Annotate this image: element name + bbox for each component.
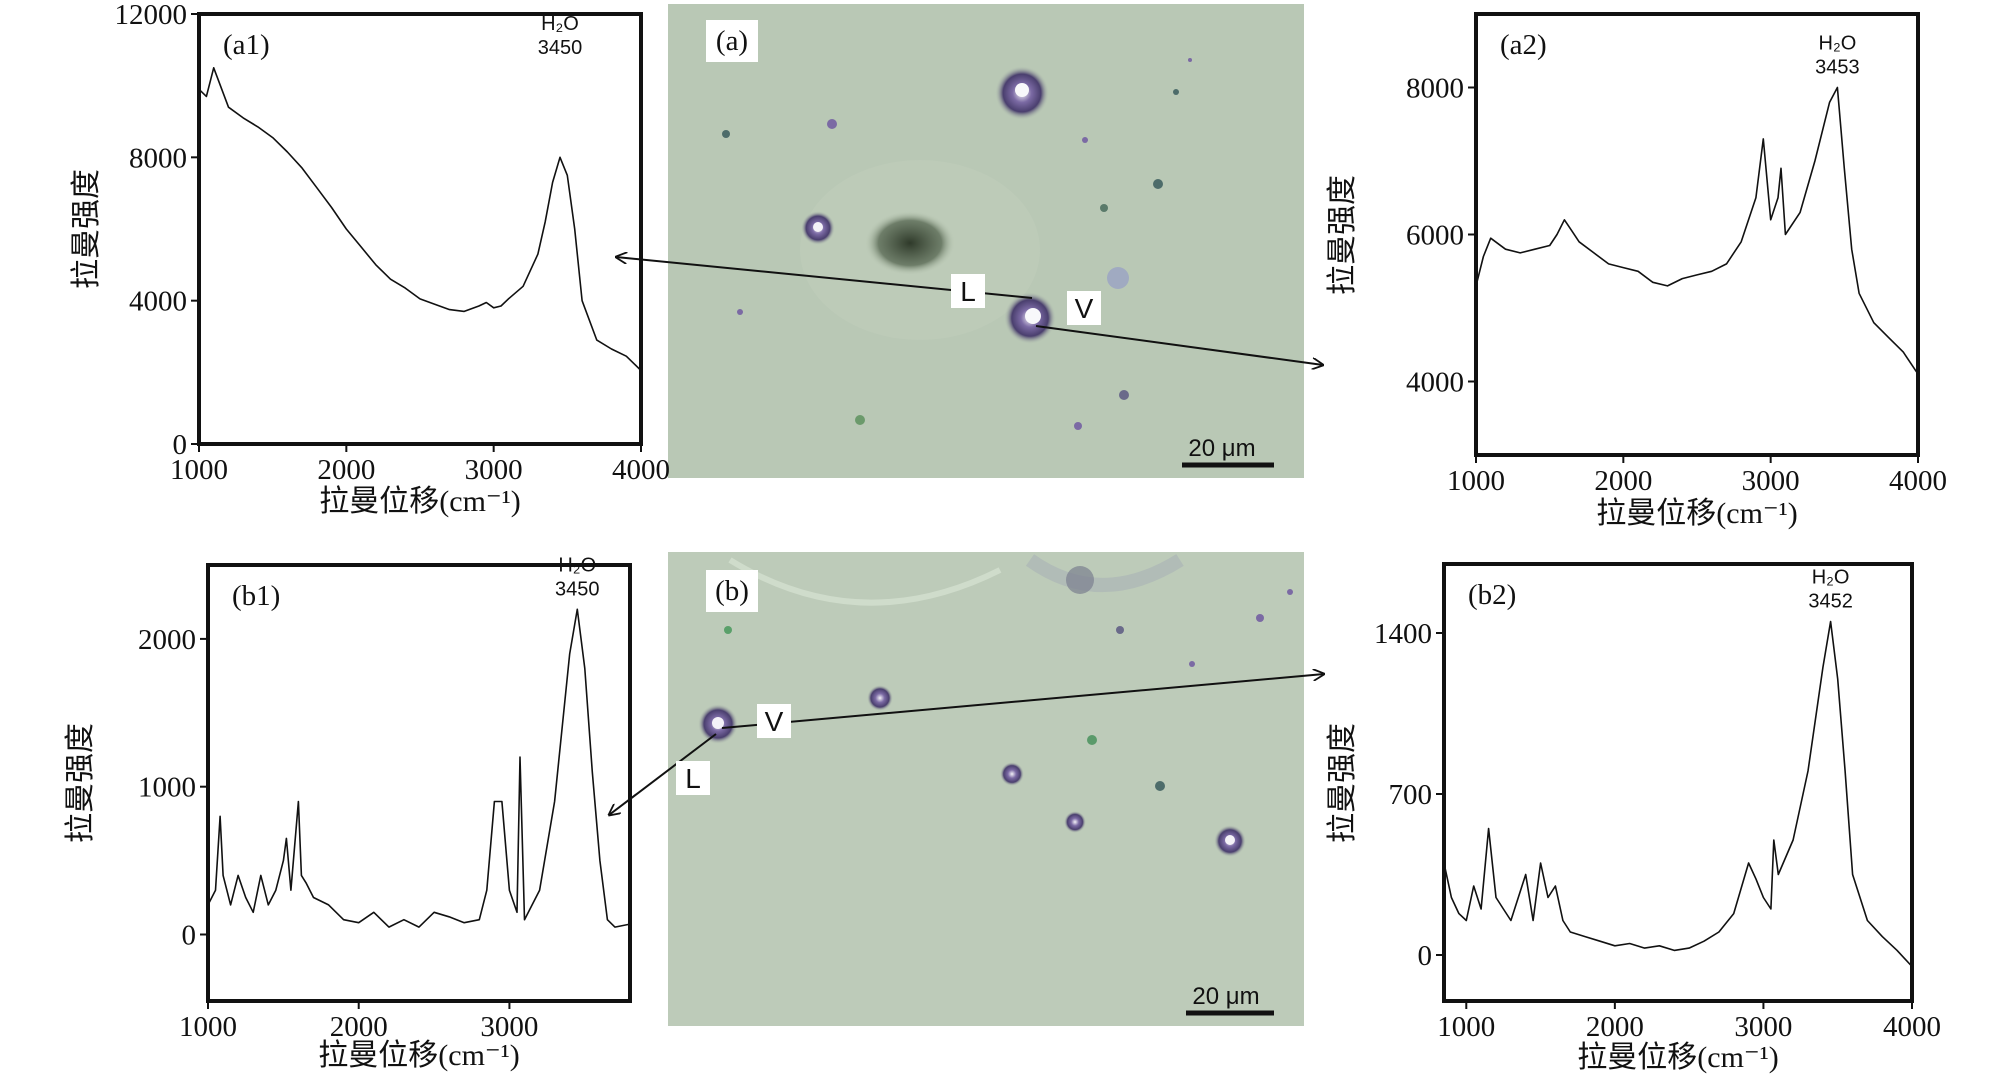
y-tick-label: 1400 bbox=[1374, 618, 1432, 650]
micrograph-a: (a) 20 μm bbox=[668, 4, 1304, 478]
chart-a1-panel-label: (a1) bbox=[223, 29, 270, 61]
y-tick-label: 6000 bbox=[1406, 220, 1464, 252]
inclusion-group-a bbox=[722, 58, 1192, 430]
micrograph-b-background bbox=[668, 552, 1304, 1026]
dark-mineral-blob bbox=[865, 211, 955, 275]
micrograph-b-panel-label-box bbox=[706, 570, 758, 612]
y-tick-label: 1000 bbox=[138, 772, 196, 804]
liquid-label-b: L bbox=[685, 763, 701, 794]
y-axis-title: 拉曼强度 bbox=[70, 169, 103, 289]
liquid-label-box-b bbox=[676, 761, 710, 795]
peak-value-label: 3453 bbox=[1815, 57, 1860, 79]
y-tick-label: 0 bbox=[1418, 940, 1433, 972]
x-tick-label: 1000 bbox=[170, 454, 228, 486]
micrograph-a-panel-label: (a) bbox=[716, 25, 748, 57]
peak-species-label: H₂O bbox=[541, 13, 579, 35]
y-tick-label: 2000 bbox=[138, 624, 196, 656]
annotations: L V V L bbox=[609, 257, 1324, 815]
x-tick-label: 4000 bbox=[1889, 465, 1947, 497]
peak-species-label: H₂O bbox=[1819, 33, 1857, 55]
inclusion-group-b bbox=[698, 566, 1293, 857]
x-tick-label: 1000 bbox=[179, 1011, 237, 1043]
y-tick-label: 4000 bbox=[129, 286, 187, 318]
liquid-label-box-a bbox=[951, 274, 985, 308]
chart-a1-frame bbox=[197, 12, 643, 446]
x-axis-title: 拉曼位移(cm⁻¹) bbox=[318, 1039, 519, 1072]
x-tick-label: 1000 bbox=[1447, 465, 1505, 497]
y-axis-title: 拉曼强度 bbox=[1326, 723, 1359, 843]
y-tick-label: 0 bbox=[173, 429, 188, 461]
x-tick-label: 2000 bbox=[330, 1011, 388, 1043]
vapor-label-a: V bbox=[1075, 293, 1094, 324]
micrograph-a-scale-label: 20 μm bbox=[1188, 435, 1255, 462]
x-tick-label: 3000 bbox=[1742, 465, 1800, 497]
y-tick-label: 12000 bbox=[115, 0, 188, 31]
y-tick-label: 8000 bbox=[129, 142, 187, 174]
x-axis-title: 拉曼位移(cm⁻¹) bbox=[319, 485, 520, 518]
y-tick-label: 4000 bbox=[1406, 367, 1464, 399]
x-tick-label: 4000 bbox=[1883, 1011, 1941, 1043]
peak-value-label: 3450 bbox=[538, 37, 583, 59]
peak-species-label: H₂O bbox=[558, 554, 596, 576]
spectrum-line-a1 bbox=[199, 67, 641, 372]
x-tick-label: 3000 bbox=[465, 454, 523, 486]
x-axis-title: 拉曼位移(cm⁻¹) bbox=[1596, 497, 1797, 530]
chart-a1: 1000 2000 3000 4000 0 4000 8000 12000 (a1) H₂O345… bbox=[70, 0, 670, 518]
micrograph-b-scale-label: 20 μm bbox=[1192, 983, 1259, 1010]
spectrum-line-b2 bbox=[1444, 620, 1912, 968]
arrow-vapor-b-to-b2 bbox=[721, 674, 1324, 729]
chart-b1-frame bbox=[206, 563, 632, 1003]
micrograph-b-panel-label: (b) bbox=[715, 575, 749, 607]
x-tick-label: 3000 bbox=[480, 1011, 538, 1043]
peak-species-label: H₂O bbox=[1812, 567, 1850, 589]
x-tick-label: 2000 bbox=[317, 454, 375, 486]
y-tick-label: 8000 bbox=[1406, 73, 1464, 105]
y-axis-title: 拉曼强度 bbox=[1326, 175, 1359, 295]
chart-b2-frame bbox=[1442, 562, 1914, 1003]
arrow-vapor-a-to-a2 bbox=[1035, 325, 1323, 365]
chart-a2-panel-label: (a2) bbox=[1500, 29, 1547, 61]
spectrum-line-a2 bbox=[1476, 86, 1918, 375]
chart-b1-panel-label: (b1) bbox=[232, 580, 280, 612]
chart-a2-frame bbox=[1474, 12, 1920, 457]
vapor-label-b: V bbox=[765, 706, 784, 737]
liquid-label-a: L bbox=[960, 276, 976, 307]
spectra-charts: 1000 2000 3000 400004000800012000(a1)H₂O345… bbox=[64, 0, 1947, 1074]
x-tick-label: 2000 bbox=[1586, 1011, 1644, 1043]
micrograph-a-panel-label-box bbox=[706, 20, 758, 62]
vapor-label-box-a bbox=[1067, 291, 1101, 325]
vapor-label-box-b bbox=[757, 704, 791, 738]
peak-value-label: 3450 bbox=[555, 578, 600, 600]
x-tick-label: 1000 bbox=[1437, 1011, 1495, 1043]
micrograph-b: (b) 20 μm bbox=[668, 552, 1304, 1026]
x-tick-label: 3000 bbox=[1734, 1011, 1792, 1043]
spectrum-line-b1 bbox=[208, 608, 630, 928]
x-tick-label: 2000 bbox=[1594, 465, 1652, 497]
x-tick-label: 4000 bbox=[612, 454, 670, 486]
arrow-liquid-b-to-b1 bbox=[609, 733, 717, 815]
y-tick-label: 700 bbox=[1389, 779, 1433, 811]
y-axis-title: 拉曼强度 bbox=[64, 723, 97, 843]
chart-b2-panel-label: (b2) bbox=[1468, 579, 1516, 611]
y-tick-label: 0 bbox=[182, 919, 197, 951]
peak-value-label: 3452 bbox=[1808, 591, 1853, 613]
x-axis-title: 拉曼位移(cm⁻¹) bbox=[1577, 1041, 1778, 1074]
